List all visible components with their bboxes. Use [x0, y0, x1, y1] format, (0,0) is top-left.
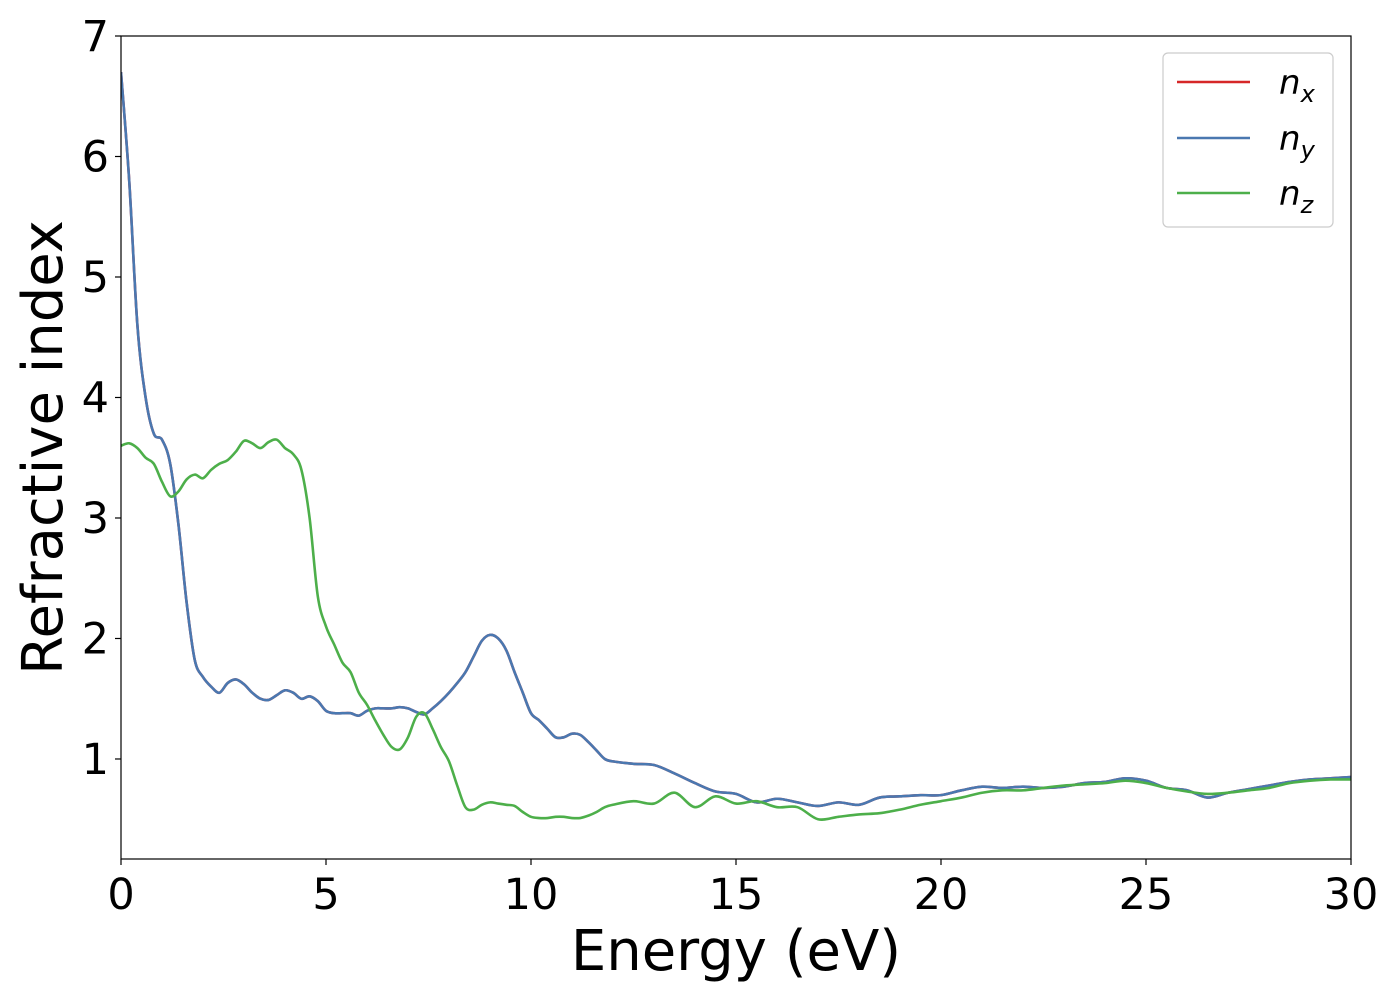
legend-label-subscript: x: [1300, 80, 1316, 108]
series-line-n-z: [121, 438, 1351, 821]
series-line-n-y: [121, 72, 1351, 808]
y-axis-title: Refractive index: [11, 220, 76, 675]
y-tick-label: 1: [82, 735, 109, 785]
legend-label-ny: ny: [1279, 119, 1316, 164]
x-tick-label: 30: [1324, 870, 1379, 920]
legend-label-subscript: y: [1300, 136, 1316, 164]
y-tick-label: 3: [82, 494, 109, 544]
y-tick-label: 4: [82, 373, 109, 423]
x-axis-ticks: 0 5 10 15 20 25 30: [107, 859, 1378, 920]
legend-label-base: n: [1279, 174, 1301, 214]
y-tick-label: 2: [82, 614, 109, 664]
legend-label-subscript: z: [1300, 191, 1315, 219]
x-tick-label: 25: [1119, 870, 1174, 920]
y-tick-label: 6: [82, 132, 109, 182]
legend-label-base: n: [1279, 119, 1301, 159]
legend-box: [1162, 52, 1334, 228]
legend-label-base: n: [1279, 63, 1301, 103]
x-tick-label: 0: [107, 870, 134, 920]
y-axis-ticks: 1 2 3 4 5 6 7: [82, 12, 121, 785]
x-tick-label: 15: [709, 870, 764, 920]
legend-label-nx: nx: [1279, 63, 1316, 108]
y-tick-label: 5: [82, 253, 109, 303]
x-tick-label: 10: [504, 870, 559, 920]
x-tick-label: 5: [312, 870, 339, 920]
y-tick-label: 7: [82, 12, 109, 62]
x-tick-label: 20: [914, 870, 969, 920]
plot-area: [121, 72, 1351, 821]
x-axis-title: Energy (eV): [571, 919, 901, 984]
legend-label-nz: nz: [1279, 174, 1315, 219]
